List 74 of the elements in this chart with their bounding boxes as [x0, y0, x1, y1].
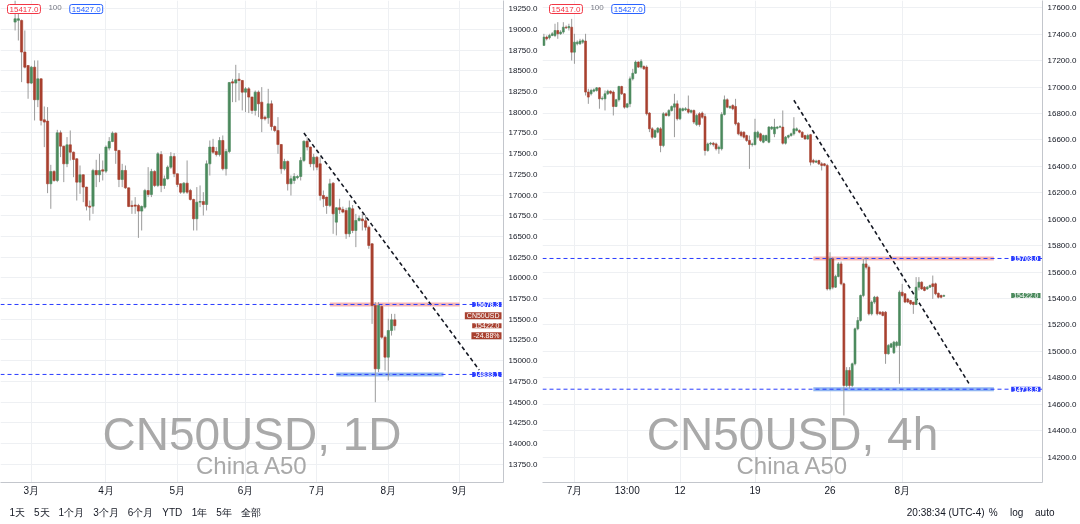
y-tick-label: 14250.0 [508, 418, 538, 428]
y-tick-label: 17500.0 [508, 149, 538, 159]
text: 3个月 [93, 506, 119, 518]
y-tick-label: 15800.0 [1047, 241, 1077, 251]
x-tick-label: 4月 [98, 484, 114, 496]
text: 6个月 [127, 506, 154, 518]
y-tick-label: 17250.0 [508, 169, 538, 179]
y-tick-label: 14200.0 [1047, 452, 1077, 462]
annotation: 15427.0 [71, 4, 102, 14]
annotation: 100 [48, 2, 63, 12]
y-tick-label: 18000.0 [508, 107, 538, 117]
y-tick-label: 14400.0 [1047, 426, 1077, 436]
text: 5年 [216, 506, 232, 518]
y-tick-label: 17750.0 [508, 128, 538, 138]
y-tick-label: 16000.0 [508, 273, 538, 283]
y-tick-label: 17600.0 [1047, 3, 1077, 13]
y-tick-label: 16750.0 [508, 211, 538, 221]
x-tick-label: 19 [749, 484, 761, 496]
text: log [1009, 506, 1024, 518]
x-tick-label: 3月 [23, 484, 40, 496]
x-tick-label: 12 [674, 484, 686, 496]
y-tick-label: 16500.0 [508, 231, 538, 241]
y-tick-label: 18750.0 [508, 45, 538, 55]
y-tick-label: 17000.0 [508, 190, 538, 200]
y-tick-label: 14750.0 [508, 376, 538, 386]
y-tick-label: 18500.0 [508, 66, 538, 76]
text: % [988, 506, 998, 518]
x-tick-label: 9月 [451, 484, 468, 496]
annotation: 100 [590, 2, 605, 12]
text: China A50 [736, 452, 848, 480]
y-tick-label: 15250.0 [508, 335, 538, 345]
y-tick-label: 16200.0 [1047, 188, 1077, 198]
x-tick-label: 8月 [380, 484, 397, 496]
text: 20:38:34 (UTC-4) [906, 506, 985, 518]
y-tick-label: 16400.0 [1047, 161, 1077, 171]
text: 1年 [191, 506, 208, 518]
y-tick-label: 15600.0 [1047, 267, 1077, 277]
y-tick-label: 15000.0 [1047, 346, 1077, 356]
y-tick-label: 15000.0 [508, 356, 538, 366]
y-tick-label: 19250.0 [508, 4, 538, 14]
y-tick-label: 15400.0 [1047, 294, 1077, 304]
y-tick-label: 16800.0 [1047, 109, 1077, 118]
text: auto [1035, 506, 1055, 518]
y-tick-label: 14000.0 [508, 438, 538, 448]
x-tick-label: 26 [824, 484, 836, 496]
x-tick-label: 8月 [894, 484, 910, 496]
text: YTD [162, 506, 183, 518]
y-tick-label: 16000.0 [1047, 214, 1077, 224]
text: 全部 [240, 506, 261, 518]
x-tick-label: 7月 [309, 484, 325, 496]
annotation: 15427.0 [613, 4, 644, 14]
y-tick-label: 14800.0 [1047, 373, 1077, 383]
y-tick-label: 13750.0 [508, 459, 538, 469]
y-tick-label: 15200.0 [1047, 320, 1077, 330]
y-tick-label: 15750.0 [508, 294, 538, 304]
text: 5天 [34, 506, 50, 518]
y-tick-label: 17000.0 [1047, 82, 1077, 92]
y-tick-label: 14600.0 [1047, 399, 1077, 409]
annotation: 15417.0 [551, 4, 581, 14]
y-tick-label: 14500.0 [508, 397, 538, 407]
x-tick-label: 6月 [237, 484, 254, 496]
y-tick-label: 17200.0 [1047, 56, 1077, 66]
y-tick-label: 19000.0 [508, 24, 538, 34]
y-tick-label: 16250.0 [508, 252, 538, 262]
text: 1天 [9, 506, 26, 518]
x-tick-label: 7月 [566, 484, 583, 496]
y-tick-label: 16600.0 [1047, 135, 1077, 145]
y-tick-label: 18250.0 [508, 87, 538, 97]
y-tick-label: 15500.0 [508, 314, 538, 324]
text: 1个月 [58, 506, 85, 518]
annotation: 15417.0 [9, 4, 39, 14]
x-tick-label: 5月 [169, 484, 186, 496]
x-tick-label: 13:00 [614, 484, 641, 496]
y-tick-label: 17400.0 [1047, 29, 1077, 39]
